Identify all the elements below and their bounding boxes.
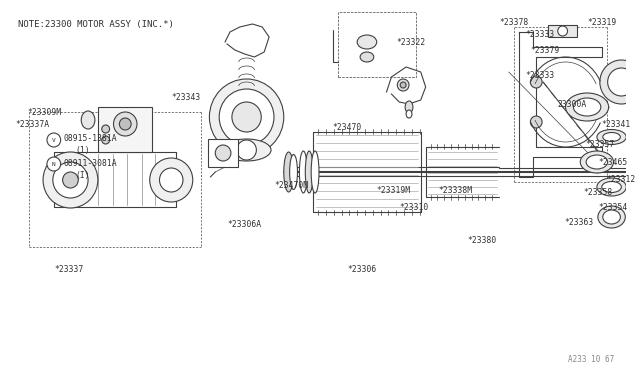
Text: *23319: *23319 — [587, 17, 616, 26]
Text: *23306A: *23306A — [227, 219, 261, 228]
Text: *23380: *23380 — [468, 235, 497, 244]
Circle shape — [557, 26, 568, 36]
Circle shape — [102, 125, 109, 133]
Circle shape — [43, 152, 98, 208]
Ellipse shape — [586, 155, 607, 169]
Circle shape — [150, 158, 193, 202]
Bar — [209, 139, 238, 167]
Bar — [98, 107, 152, 152]
Circle shape — [531, 76, 542, 88]
Ellipse shape — [602, 182, 621, 192]
Text: *23337: *23337 — [55, 266, 84, 275]
Text: *23312: *23312 — [607, 174, 636, 183]
Ellipse shape — [284, 152, 294, 192]
Circle shape — [607, 68, 635, 96]
Circle shape — [63, 172, 78, 188]
Circle shape — [397, 79, 409, 91]
Circle shape — [209, 79, 284, 155]
Text: 08911-3081A: 08911-3081A — [63, 158, 117, 167]
Text: 08915-1381A: 08915-1381A — [63, 134, 117, 142]
Text: *23337A: *23337A — [15, 119, 50, 128]
Ellipse shape — [311, 151, 319, 193]
Circle shape — [400, 82, 406, 88]
Bar — [548, 25, 577, 37]
Text: N: N — [52, 161, 56, 167]
Circle shape — [531, 116, 542, 128]
Text: *23341: *23341 — [602, 119, 631, 128]
Text: *23363: *23363 — [564, 218, 594, 227]
Text: *23379: *23379 — [531, 45, 559, 55]
Circle shape — [47, 157, 61, 171]
Text: *23470M: *23470M — [274, 180, 308, 189]
Circle shape — [47, 133, 61, 147]
Text: V: V — [52, 138, 56, 142]
Ellipse shape — [300, 151, 307, 193]
Circle shape — [215, 145, 231, 161]
Text: *23309M: *23309M — [28, 108, 61, 116]
Circle shape — [600, 60, 640, 104]
Ellipse shape — [603, 132, 620, 141]
Ellipse shape — [406, 110, 412, 118]
Ellipse shape — [357, 35, 377, 49]
Text: *23310: *23310 — [399, 202, 429, 212]
Text: *23333: *23333 — [525, 29, 555, 38]
Circle shape — [120, 118, 131, 130]
Ellipse shape — [573, 98, 601, 116]
Ellipse shape — [566, 93, 609, 121]
Circle shape — [53, 162, 88, 198]
Circle shape — [102, 136, 109, 144]
Text: *23319M: *23319M — [377, 186, 411, 195]
Ellipse shape — [597, 178, 627, 196]
Text: *23322: *23322 — [396, 38, 426, 46]
Ellipse shape — [222, 139, 271, 161]
Text: NOTE:23300 MOTOR ASSY (INC.*): NOTE:23300 MOTOR ASSY (INC.*) — [18, 20, 173, 29]
Text: *23333: *23333 — [525, 71, 555, 80]
Circle shape — [159, 168, 183, 192]
Text: *23338M: *23338M — [438, 186, 472, 195]
Ellipse shape — [81, 111, 95, 129]
Text: *23306: *23306 — [348, 266, 376, 275]
Ellipse shape — [597, 129, 627, 144]
Text: *23378: *23378 — [499, 17, 528, 26]
Ellipse shape — [360, 52, 374, 62]
Text: *23357: *23357 — [585, 140, 614, 148]
Ellipse shape — [603, 210, 620, 224]
Text: *23354: *23354 — [599, 202, 628, 212]
Text: (1): (1) — [76, 145, 90, 154]
Text: (I): (I) — [76, 170, 90, 180]
Ellipse shape — [598, 206, 625, 228]
Circle shape — [237, 140, 257, 160]
Ellipse shape — [580, 151, 614, 173]
Circle shape — [232, 102, 261, 132]
Ellipse shape — [305, 151, 313, 193]
Text: *23343: *23343 — [172, 93, 200, 102]
Text: *23358: *23358 — [583, 187, 612, 196]
Bar — [337, 12, 416, 77]
Circle shape — [113, 112, 137, 136]
Ellipse shape — [405, 101, 413, 113]
Ellipse shape — [290, 154, 298, 189]
Text: A233 10 67: A233 10 67 — [568, 355, 614, 364]
Circle shape — [219, 89, 274, 145]
Text: 23300A: 23300A — [557, 99, 587, 109]
Text: *23465: *23465 — [599, 157, 628, 167]
Text: *23470: *23470 — [333, 122, 362, 131]
